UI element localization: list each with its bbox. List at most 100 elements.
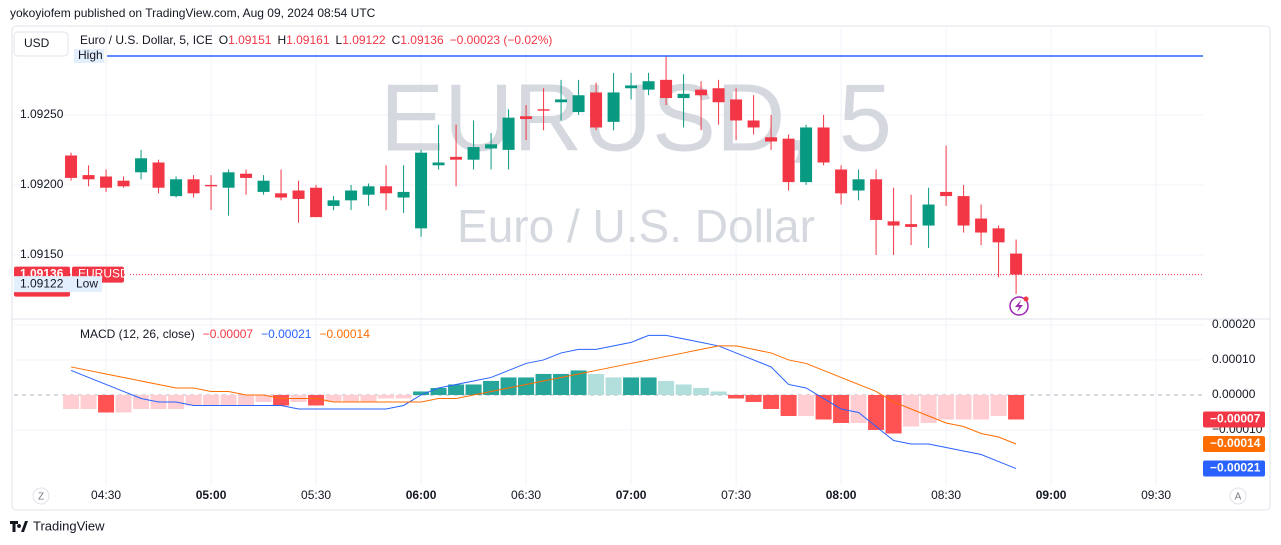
- candle-body: [397, 191, 410, 198]
- watermark-name: Euro / U.S. Dollar: [457, 200, 815, 252]
- candle-body: [205, 184, 218, 187]
- c-prefix: C: [392, 33, 401, 47]
- candle-body: [817, 127, 830, 163]
- candle-body: [695, 89, 708, 96]
- log-scale-label[interactable]: Z: [38, 492, 44, 503]
- histogram-bar: [430, 387, 447, 395]
- candle-body: [502, 117, 515, 150]
- histogram-bar: [570, 370, 587, 395]
- candle-body: [187, 179, 200, 194]
- candle-body: [835, 169, 848, 194]
- x-tick-label: 08:30: [931, 488, 961, 502]
- auto-scale-label[interactable]: A: [1235, 492, 1242, 503]
- candle-body: [362, 186, 375, 195]
- hist-last: −0.00007: [203, 327, 254, 341]
- currency-button[interactable]: [13, 31, 69, 57]
- macd-legend: MACD (12, 26, close) −0.00007 −0.00021 −0.0…: [80, 327, 370, 341]
- histogram-bar: [98, 394, 115, 413]
- high-box: [74, 49, 104, 64]
- histogram-bar: [955, 394, 972, 420]
- candle-body: [170, 179, 183, 197]
- candle-body: [1010, 253, 1023, 275]
- candle-body: [940, 191, 953, 197]
- histogram-bar: [395, 394, 412, 399]
- y-tick-label: 0.00020: [1212, 317, 1256, 331]
- candle-body: [152, 162, 165, 188]
- histogram-bar: [535, 373, 552, 395]
- histogram-bar: [623, 377, 640, 395]
- candle-body: [922, 204, 935, 226]
- high-value: 1.09161: [286, 33, 330, 47]
- candle-body: [642, 81, 655, 90]
- candle-body: [625, 85, 638, 89]
- low-value: 1.09122: [20, 276, 64, 290]
- candle-body: [292, 190, 305, 199]
- currency[interactable]: USD: [24, 36, 50, 50]
- candle-body: [135, 158, 148, 173]
- log-scale-button[interactable]: [32, 487, 50, 505]
- low-label: Low: [76, 276, 98, 290]
- candle-body: [905, 224, 918, 227]
- histogram-bar: [745, 394, 762, 402]
- candle-body: [432, 162, 445, 166]
- tv-logo: [10, 521, 28, 532]
- candle-body: [240, 173, 253, 178]
- value-box: [1203, 460, 1265, 477]
- candle-body: [467, 147, 480, 160]
- histogram-bar: [448, 384, 465, 395]
- y-tick-label: 1.09250: [20, 107, 64, 121]
- histogram-bar: [728, 394, 745, 399]
- value-box-label: −0.00021: [1210, 461, 1261, 475]
- candle-body: [765, 137, 778, 142]
- legend: Euro / U.S. Dollar, 5, ICE O1.09151 H1.091…: [80, 33, 552, 47]
- candle-body: [520, 116, 533, 120]
- histogram-bar: [973, 394, 990, 420]
- candle-body: [590, 92, 603, 128]
- footer: TradingView: [33, 518, 105, 533]
- histogram-bar: [465, 384, 482, 395]
- candle-body: [677, 93, 690, 99]
- histogram-bar: [938, 394, 955, 420]
- histogram-bar: [693, 387, 710, 395]
- candle-body: [555, 99, 568, 103]
- histogram-bar: [518, 377, 535, 395]
- close-value: 1.09136: [400, 33, 444, 47]
- histogram-bar: [325, 394, 342, 402]
- histogram-bar: [675, 384, 692, 395]
- candle-body: [607, 92, 620, 122]
- alert-dot: [1023, 296, 1029, 302]
- histogram-bar: [885, 394, 902, 434]
- y-tick-label: 0.00000: [1212, 387, 1256, 401]
- auto-scale-button[interactable]: [1229, 487, 1247, 505]
- alert-bolt: [1015, 300, 1023, 312]
- histogram-bar: [658, 380, 675, 395]
- histogram-bar: [868, 394, 885, 430]
- histogram-bar: [308, 394, 325, 406]
- histogram-bar: [133, 394, 150, 409]
- low-box: [14, 276, 102, 293]
- signal-last: −0.00014: [319, 327, 370, 341]
- histogram-bar: [500, 377, 517, 395]
- candle-body: [660, 79, 673, 99]
- candle-body: [100, 176, 113, 188]
- high-label: High: [78, 48, 103, 62]
- y-tick-label: 0.00010: [1212, 352, 1256, 366]
- candle-body: [975, 218, 988, 233]
- candle-body: [415, 152, 428, 229]
- histogram-bar: [780, 394, 797, 416]
- change: −0.00023 (−0.02%): [450, 33, 553, 47]
- histogram-bar: [273, 394, 290, 406]
- value-box: [1203, 411, 1265, 428]
- histogram-bar: [413, 391, 430, 395]
- histogram-bar: [255, 394, 272, 402]
- candle-body: [310, 187, 323, 218]
- candle-body: [887, 221, 900, 226]
- candle-body: [992, 228, 1005, 243]
- histogram-bar: [203, 394, 220, 406]
- histogram-bar: [238, 394, 255, 406]
- candle-body: [747, 120, 760, 128]
- histogram-bar: [553, 373, 570, 395]
- histogram-bar: [588, 373, 605, 395]
